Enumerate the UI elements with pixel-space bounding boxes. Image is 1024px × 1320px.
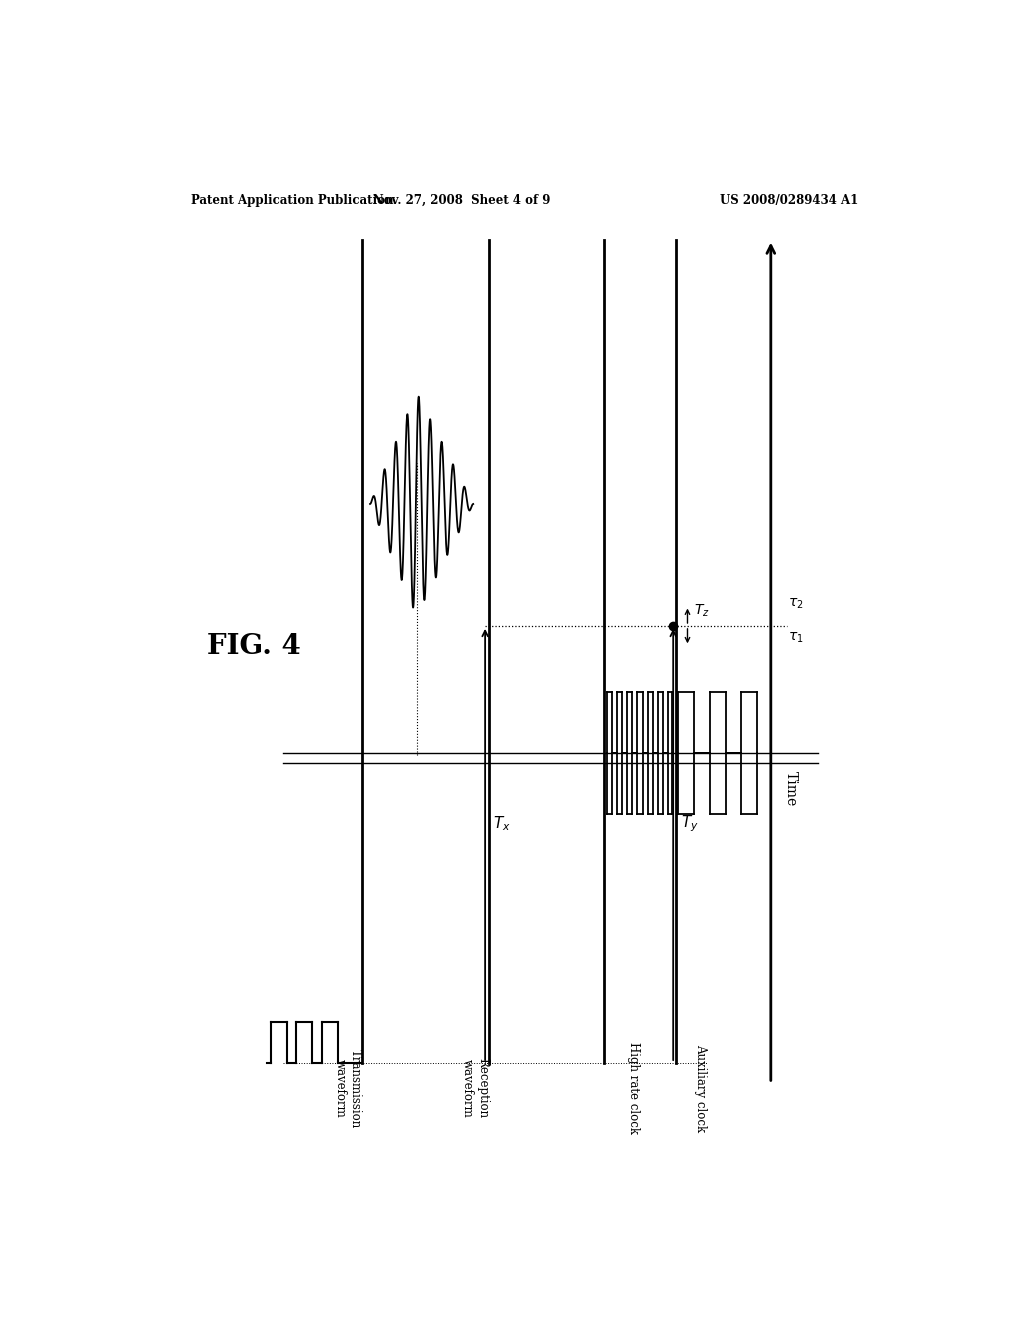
Text: Auxiliary clock: Auxiliary clock: [694, 1044, 708, 1133]
Text: Patent Application Publication: Patent Application Publication: [191, 194, 394, 207]
Text: $T_y$: $T_y$: [681, 814, 698, 834]
Text: $T_z$: $T_z$: [694, 602, 710, 619]
Text: $\tau_2$: $\tau_2$: [788, 597, 804, 611]
Text: Transmission
waveform: Transmission waveform: [334, 1049, 362, 1129]
Text: $\tau_1$: $\tau_1$: [788, 631, 804, 645]
Text: Reception
waveform: Reception waveform: [461, 1059, 489, 1118]
Text: FIG. 4: FIG. 4: [207, 632, 301, 660]
Text: Nov. 27, 2008  Sheet 4 of 9: Nov. 27, 2008 Sheet 4 of 9: [373, 194, 550, 207]
Text: High rate clock: High rate clock: [627, 1043, 640, 1134]
Text: Time: Time: [783, 771, 798, 807]
Text: US 2008/0289434 A1: US 2008/0289434 A1: [720, 194, 858, 207]
Text: $T_x$: $T_x$: [494, 814, 511, 833]
